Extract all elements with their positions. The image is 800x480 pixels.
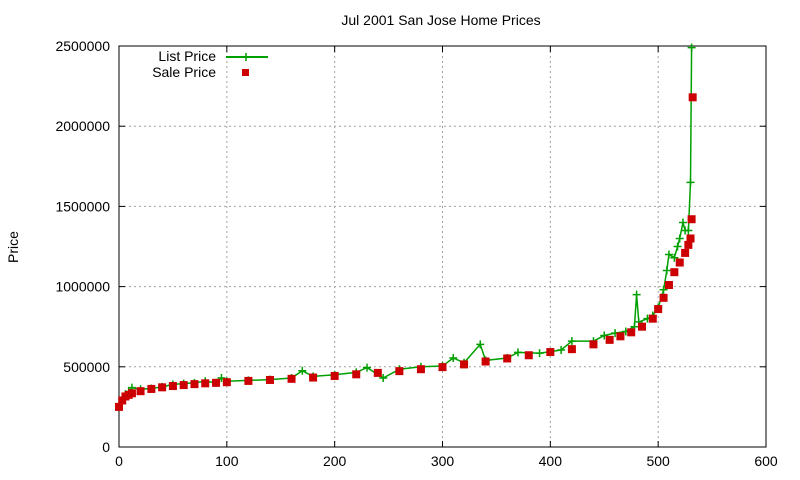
y-axis-label: Price [5, 231, 21, 263]
list-price-point [664, 250, 673, 259]
sale-price-point [147, 384, 156, 393]
legend-marker-sale-price [242, 69, 249, 76]
sale-price-point [684, 240, 693, 249]
sale-price-point [179, 381, 188, 390]
sale-price-point [670, 268, 679, 277]
list-price-point [567, 337, 576, 346]
sale-price-point [373, 368, 382, 377]
sale-price-point [589, 340, 598, 349]
sale-price-point [416, 365, 425, 374]
list-price-point [449, 353, 458, 362]
sale-price-point [648, 314, 657, 323]
plot-frame [118, 45, 767, 448]
sale-price-point [265, 375, 274, 384]
sale-price-point [481, 357, 490, 366]
sale-price-point [158, 383, 167, 392]
sale-price-point [222, 378, 231, 387]
x-tick-label: 500 [646, 453, 670, 469]
axis-ticks: 0 100 200 300 400 500 600 0 500000 1000000 1500000… [55, 38, 777, 469]
list-price-point [686, 178, 695, 187]
sale-price-point [616, 332, 625, 341]
sale-price-point [546, 348, 555, 357]
list-price-point [675, 234, 684, 243]
sale-price-point [567, 345, 576, 354]
sale-price-point [115, 402, 123, 411]
sale-price-point [686, 234, 695, 243]
sale-price-point [524, 351, 533, 360]
sale-price-point [309, 373, 318, 382]
sale-price-point [605, 335, 614, 344]
y-tick-label: 0 [102, 439, 110, 455]
x-tick-label: 600 [754, 453, 778, 469]
sale-price-point [212, 378, 221, 387]
sale-price-point [688, 93, 697, 102]
list-price-point [363, 363, 372, 372]
list-price-point [557, 345, 566, 354]
sale-price-point [201, 379, 210, 388]
sale-price-point [654, 305, 663, 314]
sale-price-point [287, 374, 296, 383]
sale-price-point [438, 363, 447, 372]
list-price-point [659, 285, 668, 294]
list-price-point [673, 242, 682, 251]
list-price-point [600, 331, 609, 340]
legend-label-list-price: List Price [158, 48, 216, 64]
gridlines [119, 46, 766, 447]
sale-price-point [681, 248, 690, 257]
legend: List Price Sale Price [152, 48, 268, 80]
x-tick-label: 400 [539, 453, 563, 469]
chart-title: Jul 2001 San Jose Home Prices [341, 12, 540, 28]
list-price-point [632, 290, 641, 299]
sale-price-point [664, 280, 673, 289]
x-tick-label: 0 [115, 453, 123, 469]
legend-label-sale-price: Sale Price [152, 64, 216, 80]
y-tick-label: 500000 [63, 359, 110, 375]
list-price-point [298, 366, 307, 375]
list-price-point [513, 348, 522, 357]
list-price-point [379, 374, 388, 383]
sale-price-point [168, 382, 177, 391]
list-price-point [476, 340, 485, 349]
series-sale-price [115, 93, 697, 411]
legend-marker-list-price [242, 53, 250, 61]
sale-price-point [687, 215, 696, 224]
y-tick-label: 2500000 [55, 38, 110, 54]
sale-price-point [330, 371, 339, 380]
y-tick-label: 1000000 [55, 279, 110, 295]
sale-price-point [659, 293, 668, 302]
sale-price-point [503, 354, 512, 363]
x-tick-label: 100 [215, 453, 239, 469]
series-layer [115, 43, 697, 411]
list-price-point [678, 218, 687, 227]
list-price-point [535, 349, 544, 358]
list-price-point [662, 266, 671, 275]
sale-price-point [460, 360, 469, 369]
sale-price-point [118, 396, 127, 405]
sale-price-point [190, 380, 199, 389]
y-tick-label: 2000000 [55, 118, 110, 134]
sale-price-point [352, 370, 361, 379]
sale-price-point [136, 387, 145, 396]
list-price-point [217, 374, 226, 383]
x-tick-label: 200 [323, 453, 347, 469]
sale-price-point [395, 367, 404, 376]
y-tick-label: 1500000 [55, 198, 110, 214]
sale-price-point [127, 389, 136, 398]
sale-price-point [244, 376, 253, 385]
sale-price-point [627, 328, 636, 337]
list-price-line [118, 47, 693, 406]
list-price-point [670, 253, 679, 262]
sale-price-point [637, 322, 646, 331]
series-list-price [115, 43, 696, 410]
x-tick-label: 300 [431, 453, 455, 469]
list-price-point [687, 43, 696, 52]
list-price-point [684, 226, 693, 235]
sale-price-point [675, 258, 684, 267]
